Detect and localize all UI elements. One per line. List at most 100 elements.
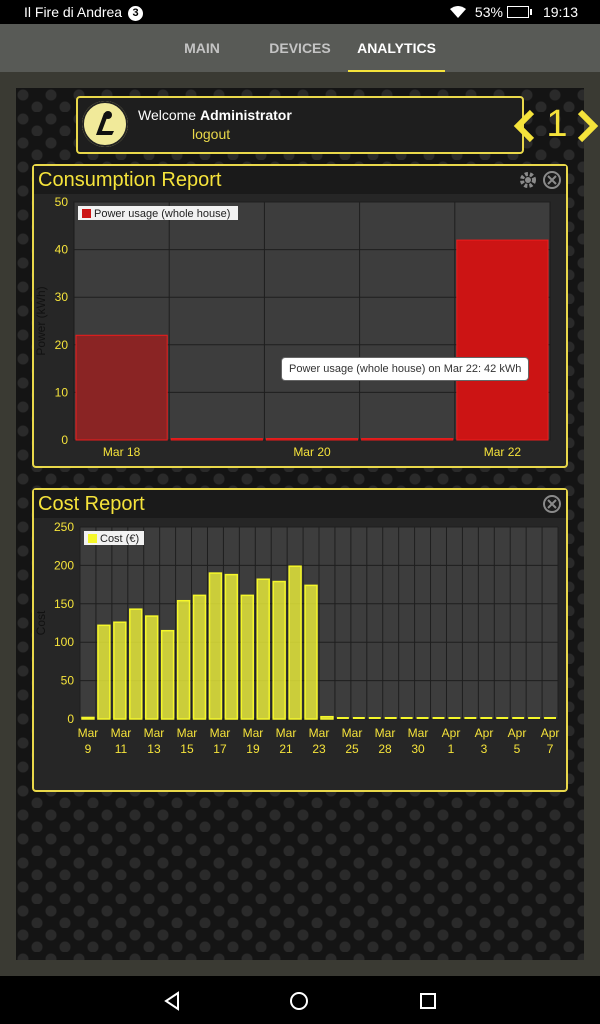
x-tick-label: 7: [547, 742, 554, 756]
cost-report-panel: Cost Report 0 50 100 150 200 250 Mar 9 Mar 11 Mar 1…: [32, 488, 568, 792]
bar: [192, 594, 207, 720]
x-tick-label: 30: [411, 742, 425, 756]
user-avatar: [82, 101, 128, 147]
clock: 19:13: [542, 4, 578, 20]
x-tick-label: 21: [279, 742, 293, 756]
recents-icon[interactable]: [418, 991, 438, 1011]
tab-devices[interactable]: DEVICES: [269, 40, 331, 56]
x-tick-label: Mar: [177, 726, 198, 740]
battery-icon: [506, 6, 532, 18]
gear-icon[interactable]: [518, 170, 538, 190]
legend-box: [84, 531, 144, 545]
bar: [265, 438, 359, 441]
chart-tooltip: Power usage (whole house) on Mar 22: 42 …: [281, 357, 530, 381]
logout-link[interactable]: logout: [192, 126, 231, 142]
bar: [129, 608, 143, 720]
y-tick-label: 20: [55, 338, 69, 352]
y-tick-label: 0: [61, 433, 68, 447]
x-tick-label: 15: [180, 742, 194, 756]
analytics-content: Welcome Administrator logout 1 Consumpti…: [16, 88, 599, 960]
x-tick-label: Mar: [210, 726, 231, 740]
x-tick-label: 19: [246, 742, 260, 756]
tab-analytics[interactable]: ANALYTICS: [348, 24, 445, 72]
x-tick-label: 1: [448, 742, 455, 756]
chevron-right-icon[interactable]: [574, 109, 600, 143]
y-axis-label: Cost: [34, 610, 48, 635]
legend-label: Cost (€): [100, 533, 139, 545]
y-tick-label: 50: [61, 674, 75, 688]
bar: [160, 629, 175, 720]
username: Administrator: [199, 107, 292, 123]
legend-swatch: [82, 209, 91, 218]
x-tick-label: 25: [345, 742, 359, 756]
panel-title: Consumption Report: [34, 166, 566, 194]
y-tick-label: 100: [54, 635, 74, 649]
legend-swatch: [88, 534, 97, 543]
x-tick-label: 28: [378, 742, 392, 756]
x-tick-label: 3: [481, 742, 488, 756]
x-tick-label: Mar 20: [293, 445, 331, 459]
system-nav-bar: [0, 976, 600, 1024]
cost-chart: 050100150200250Mar9Mar11Mar13Mar15Mar17M…: [34, 520, 560, 756]
x-tick-label: Mar: [78, 726, 99, 740]
notification-count-badge: 3: [128, 6, 144, 21]
bar: [256, 578, 270, 720]
legend-label: Power usage (whole house): [94, 208, 230, 220]
wifi-icon: [449, 5, 467, 22]
tab-main[interactable]: MAIN: [184, 40, 220, 56]
x-tick-label: Mar: [309, 726, 330, 740]
bar: [361, 438, 454, 441]
bar: [224, 573, 239, 720]
consumption-chart: 0 10 20 30 40 50 Mar 18 Mar 20 Mar 22 Power (kWh)…: [34, 195, 551, 459]
bar: [81, 716, 95, 720]
bar: [170, 438, 263, 441]
x-tick-label: Mar 22: [484, 445, 522, 459]
bar: [272, 580, 286, 720]
close-icon[interactable]: [542, 170, 562, 190]
legend-box: [78, 206, 238, 220]
x-tick-label: 13: [147, 742, 161, 756]
bar: [144, 615, 159, 720]
x-tick-label: Mar: [111, 726, 132, 740]
bar: [288, 565, 302, 720]
x-tick-label: Mar: [408, 726, 429, 740]
panel-title: Cost Report: [34, 490, 566, 518]
bar: [456, 239, 549, 441]
y-tick-label: 50: [55, 195, 69, 209]
bar: [240, 594, 255, 720]
y-tick-label: 150: [54, 597, 74, 611]
bar: [304, 584, 318, 720]
x-tick-label: Apr: [475, 726, 494, 740]
x-tick-label: Apr: [442, 726, 461, 740]
bar: [75, 334, 168, 441]
bar: [176, 599, 191, 720]
x-tick-label: 5: [514, 742, 521, 756]
y-tick-label: 200: [54, 558, 74, 572]
y-tick-label: 250: [54, 520, 74, 534]
x-tick-label: Mar: [243, 726, 264, 740]
x-tick-label: Mar: [276, 726, 297, 740]
consumption-report-panel: Consumption Report 0 10 20 30 40 50 Mar 18 Mar …: [32, 164, 568, 468]
welcome-text: Welcome: [138, 107, 197, 123]
home-icon[interactable]: [289, 991, 309, 1011]
chevron-left-icon[interactable]: [510, 109, 538, 143]
bar: [97, 624, 111, 720]
y-axis-label: Power (kWh): [34, 286, 48, 355]
carrier-name: Il Fire di Andrea: [24, 4, 123, 20]
y-tick-label: 10: [55, 385, 69, 399]
x-tick-label: Mar: [375, 726, 396, 740]
back-icon[interactable]: [162, 991, 182, 1011]
user-header: Welcome Administrator logout 1: [76, 96, 599, 154]
x-tick-label: Mar 18: [103, 445, 141, 459]
x-tick-label: 11: [115, 742, 128, 756]
x-tick-label: Apr: [541, 726, 560, 740]
bar: [113, 621, 127, 720]
page-number: 1: [546, 103, 568, 145]
y-tick-label: 30: [55, 290, 69, 304]
status-bar: Il Fire di Andrea 3 53% 19:13: [0, 0, 600, 24]
tab-bar: MAIN DEVICES ANALYTICS: [0, 24, 600, 72]
close-icon[interactable]: [542, 494, 562, 514]
x-tick-label: 17: [213, 742, 227, 756]
y-tick-label: 40: [55, 243, 69, 257]
x-tick-label: Mar: [342, 726, 363, 740]
